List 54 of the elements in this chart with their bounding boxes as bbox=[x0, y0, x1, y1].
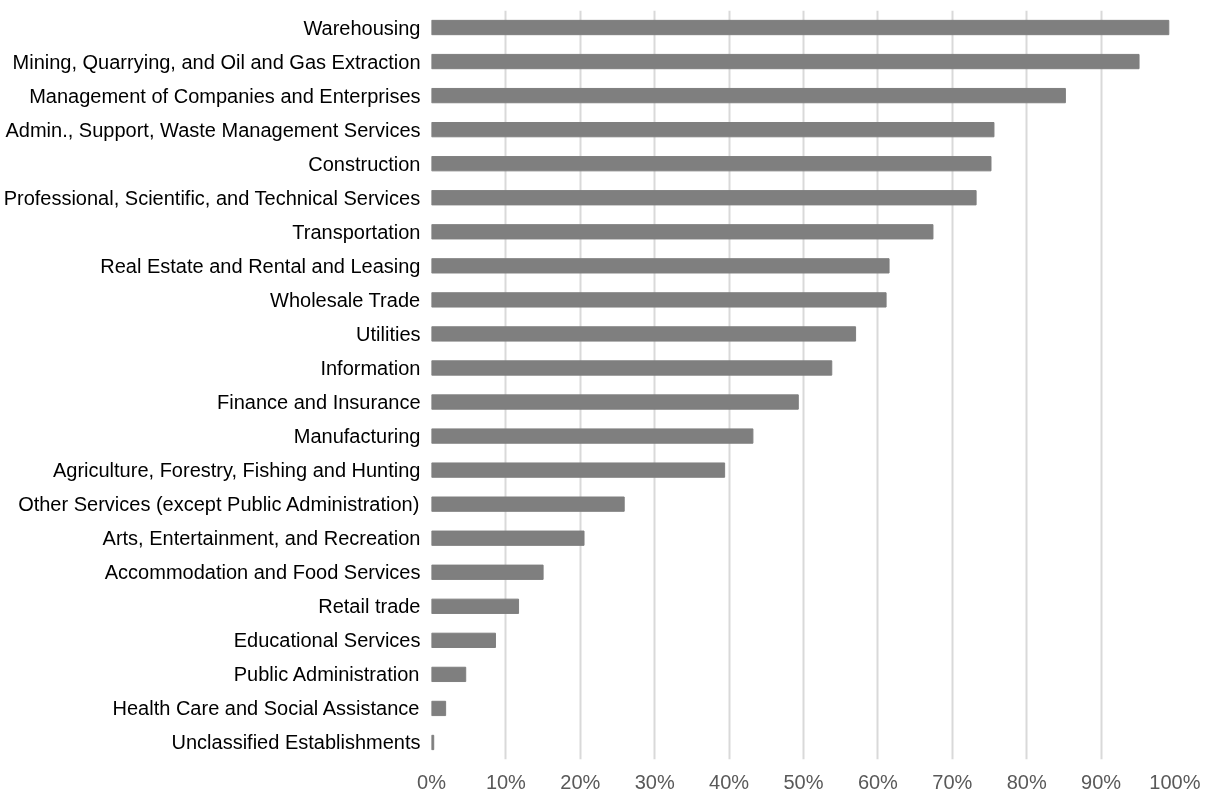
x-tick-label: 10% bbox=[485, 770, 527, 793]
bar bbox=[431, 700, 447, 717]
y-tick-label: Unclassified Establishments bbox=[171, 731, 421, 754]
x-tick-label: 100% bbox=[1149, 770, 1201, 793]
y-tick-label: Manufacturing bbox=[293, 425, 421, 448]
x-tick-label: 50% bbox=[783, 770, 824, 793]
bar bbox=[431, 87, 1066, 104]
y-tick-label: Wholesale Trade bbox=[270, 288, 421, 311]
bar bbox=[431, 258, 890, 274]
y-tick-label: Public Administration bbox=[233, 663, 420, 686]
y-tick-label: Transportation bbox=[292, 220, 421, 243]
x-tick-label: 0% bbox=[417, 770, 447, 793]
x-tick-label: 30% bbox=[634, 770, 675, 793]
bar bbox=[431, 19, 1170, 36]
y-tick-label: Construction bbox=[308, 152, 421, 175]
y-tick-label: Management of Companies and Enterprises bbox=[29, 84, 421, 107]
y-tick-label: Finance and Insurance bbox=[217, 391, 421, 414]
y-tick-label: Information bbox=[320, 356, 421, 379]
y-tick-label: Other Services (except Public Administration) bbox=[18, 493, 420, 516]
x-tick-label: 60% bbox=[857, 770, 899, 793]
bar bbox=[431, 530, 585, 546]
y-tick-label: Utilities bbox=[356, 322, 421, 345]
bar bbox=[431, 428, 754, 444]
x-tick-label: 70% bbox=[932, 770, 973, 793]
x-tick-label: 80% bbox=[1006, 770, 1047, 793]
y-tick-label: Agriculture, Forestry, Fishing and Hunting bbox=[52, 459, 421, 482]
bar bbox=[431, 598, 520, 614]
bar bbox=[431, 360, 833, 376]
y-tick-label: Arts, Entertainment, and Recreation bbox=[102, 527, 421, 550]
x-tick-label: 20% bbox=[560, 770, 601, 793]
y-tick-label: Retail trade bbox=[318, 595, 421, 618]
bar bbox=[431, 326, 857, 342]
y-tick-label: Educational Services bbox=[233, 629, 421, 652]
bar bbox=[431, 394, 799, 410]
bar bbox=[431, 53, 1140, 70]
x-tick-label: 90% bbox=[1081, 770, 1122, 793]
bar bbox=[431, 190, 977, 206]
y-tick-label: Admin., Support, Waste Management Services bbox=[5, 118, 421, 141]
y-tick-label: Health Care and Social Assistance bbox=[112, 697, 420, 720]
bar bbox=[431, 122, 995, 138]
bar bbox=[431, 632, 496, 648]
bar bbox=[431, 224, 934, 240]
bar bbox=[431, 292, 887, 308]
y-tick-label: Mining, Quarrying, and Oil and Gas Extraction bbox=[12, 50, 421, 73]
bar bbox=[431, 666, 467, 683]
x-tick-label: 40% bbox=[709, 770, 750, 793]
y-tick-label: Warehousing bbox=[303, 16, 421, 39]
y-tick-label: Professional, Scientific, and Technical Services bbox=[3, 186, 421, 209]
y-tick-label: Real Estate and Rental and Leasing bbox=[100, 254, 421, 277]
bar bbox=[431, 462, 726, 478]
y-tick-label: Accommodation and Food Services bbox=[104, 561, 421, 584]
bar bbox=[431, 496, 625, 512]
bar bbox=[431, 156, 992, 172]
bar bbox=[431, 564, 544, 580]
